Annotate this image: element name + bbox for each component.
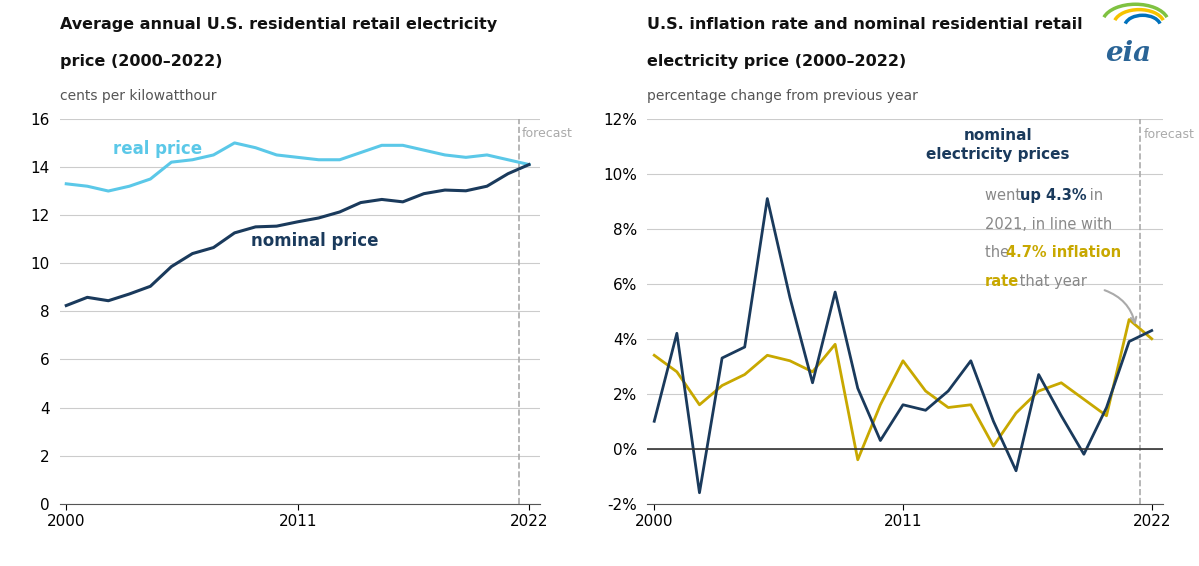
Text: U.S. inflation rate and nominal residential retail: U.S. inflation rate and nominal resident…: [647, 17, 1083, 32]
Text: that year: that year: [1016, 274, 1087, 289]
Text: rate: rate: [986, 274, 1019, 289]
Text: eia: eia: [1105, 40, 1151, 67]
Text: nominal price: nominal price: [252, 233, 379, 250]
Text: in: in: [1085, 188, 1103, 203]
Text: went: went: [986, 188, 1026, 203]
Text: percentage change from previous year: percentage change from previous year: [647, 89, 918, 103]
Text: forecast: forecast: [1144, 128, 1194, 142]
Text: Average annual U.S. residential retail electricity: Average annual U.S. residential retail e…: [60, 17, 498, 32]
Text: forecast: forecast: [522, 127, 573, 140]
Text: 4.7% inflation: 4.7% inflation: [1006, 245, 1121, 260]
Text: up 4.3%: up 4.3%: [1019, 188, 1086, 203]
Text: real price: real price: [113, 140, 201, 158]
Text: nominal
electricity prices: nominal electricity prices: [927, 128, 1070, 162]
Text: the: the: [986, 245, 1014, 260]
Text: electricity price (2000–2022): electricity price (2000–2022): [647, 54, 906, 69]
Text: price (2000–2022): price (2000–2022): [60, 54, 223, 69]
Text: 2021, in line with: 2021, in line with: [986, 217, 1113, 232]
Text: cents per kilowatthour: cents per kilowatthour: [60, 89, 217, 103]
